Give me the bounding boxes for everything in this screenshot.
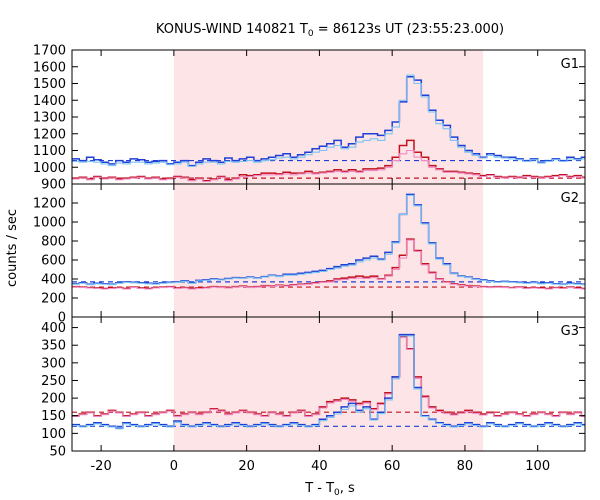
x-tick-label: 80 (457, 459, 474, 474)
x-tick-label: 20 (238, 459, 255, 474)
series-line-pink (72, 149, 585, 183)
y-tick-label: 50 (49, 445, 66, 460)
panel-label: G3 (561, 324, 579, 339)
y-tick-label: 1500 (33, 77, 66, 92)
series-line-red (72, 139, 585, 182)
y-tick-label: 150 (41, 409, 66, 424)
y-tick-label: 900 (41, 178, 66, 193)
y-tick-label: 600 (41, 254, 66, 269)
series-line-blue (72, 76, 585, 167)
y-tick-label: 400 (41, 273, 66, 288)
y-axis-label: counts / sec (5, 209, 20, 287)
panel-data (72, 74, 585, 183)
y-tick-label: 400 (41, 321, 66, 336)
x-tick-label: 0 (170, 459, 178, 474)
x-tick-label: 40 (311, 459, 328, 474)
panel-g3: 50 100 150 200 250 300 350 400 -20 0 20 40 60 80 100 G3 (41, 316, 586, 474)
panels-group: 90010001100120013001400150016001700G1020… (33, 44, 586, 474)
y-tick-label: 200 (41, 292, 66, 307)
series-line-pink (72, 239, 585, 290)
y-tick-label: 1200 (33, 127, 66, 142)
y-tick-label: 1000 (33, 161, 66, 176)
y-tick-label: 1300 (33, 111, 66, 126)
highlight-interval (173, 317, 484, 451)
panel-data (72, 333, 585, 430)
y-tick-label: 1100 (33, 144, 66, 159)
y-tick-label: 800 (41, 235, 66, 250)
panel-frame (71, 316, 586, 452)
panel-label: G2 (561, 191, 579, 206)
x-tick-label: 100 (525, 459, 550, 474)
highlight-interval (173, 184, 484, 317)
y-tick-label: 350 (41, 339, 66, 354)
x-tick-label: -20 (90, 459, 111, 474)
y-tick-label: 200 (41, 392, 66, 407)
y-tick-label: 1700 (33, 44, 66, 59)
y-tick-label: 0 (58, 311, 66, 326)
y-tick-label: 300 (41, 356, 66, 371)
series-line-lightblue (72, 74, 585, 167)
y-tick-label: 1000 (33, 216, 66, 231)
x-tick-label: 60 (384, 459, 401, 474)
y-tick-label: 1200 (33, 197, 66, 212)
series-line-lightblue (72, 335, 585, 430)
series-line-lightblue (72, 194, 585, 286)
y-tick-label: 100 (41, 427, 66, 442)
y-tick-label: 250 (41, 374, 66, 389)
panel-label: G1 (561, 57, 579, 72)
y-tick-label: 1400 (33, 94, 66, 109)
chart-title: KONUS-WIND 140821 T0 = 86123s UT (23:55:… (156, 22, 504, 39)
series-line-pink (72, 336, 585, 417)
x-axis-label: T - T0, s (304, 481, 355, 498)
panel-data (72, 193, 585, 290)
panel-g2: 0 200 400 600 800 1000 1200 G2 (33, 183, 586, 326)
y-tick-label: 1600 (33, 60, 66, 75)
